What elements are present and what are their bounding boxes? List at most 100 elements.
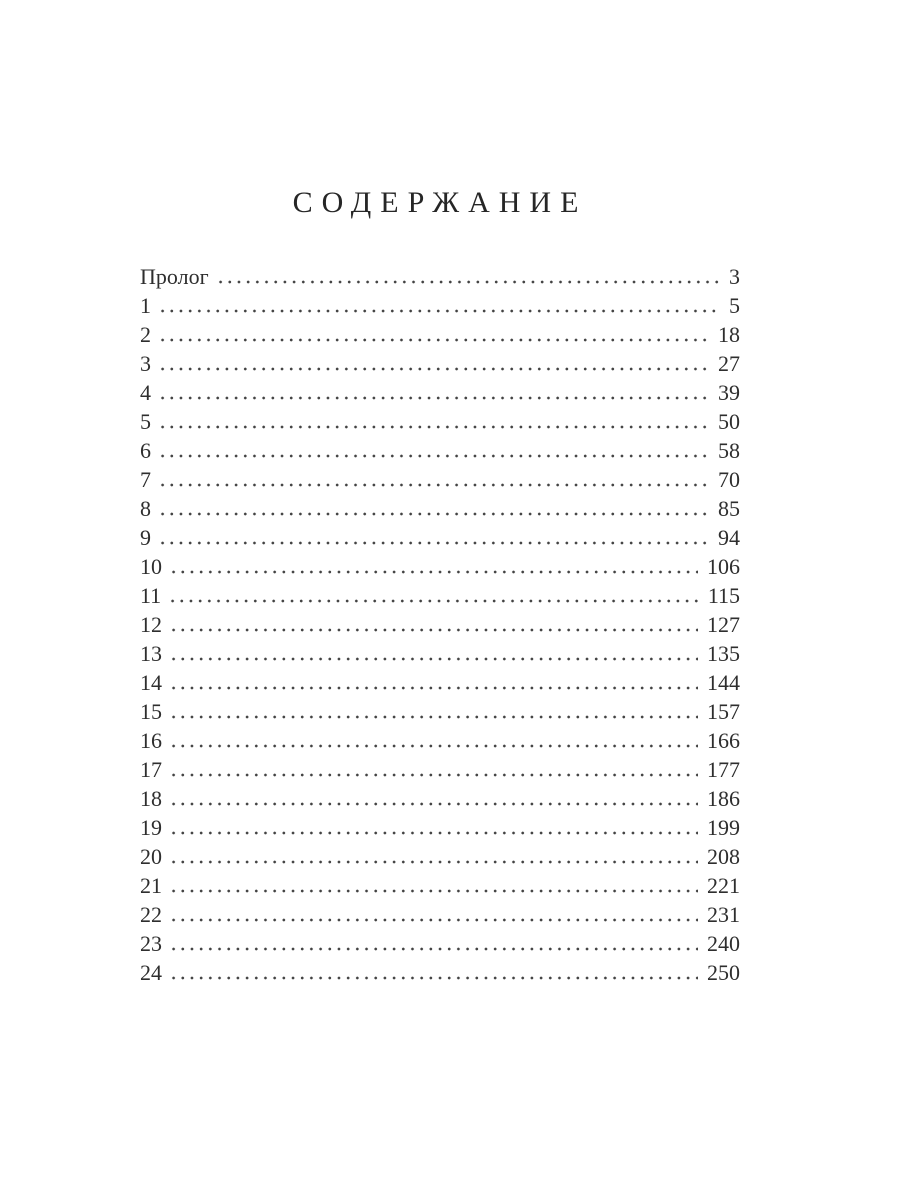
toc-page-number: 58 xyxy=(718,438,740,463)
toc-leader-dots xyxy=(169,773,698,777)
toc-entry-label: 11 xyxy=(140,583,162,608)
toc-entry-label: 4 xyxy=(140,380,151,405)
toc-row: 1 5 xyxy=(140,291,740,320)
toc-page-number: 144 xyxy=(707,670,740,695)
toc-leader-dots xyxy=(169,918,698,922)
toc-page-number: 157 xyxy=(707,699,740,724)
toc-entry-label: 24 xyxy=(140,960,162,985)
toc-page-number: 50 xyxy=(718,409,740,434)
toc-entry-label: 9 xyxy=(140,525,151,550)
toc-entry-label: 21 xyxy=(140,873,162,898)
toc-entry-label: 15 xyxy=(140,699,162,724)
toc-leader-dots xyxy=(169,889,698,893)
toc-leader-dots xyxy=(215,280,720,284)
toc-row: 22 231 xyxy=(140,900,740,929)
toc-entry-label: 8 xyxy=(140,496,151,521)
toc-row: 20 208 xyxy=(140,842,740,871)
toc-leader-dots xyxy=(169,831,698,835)
toc-leader-dots xyxy=(158,425,709,429)
toc-row: 15 157 xyxy=(140,697,740,726)
toc-row: 4 39 xyxy=(140,378,740,407)
toc-row: 24 250 xyxy=(140,958,740,987)
toc-entry-label: 12 xyxy=(140,612,162,637)
toc-row: Пролог 3 xyxy=(140,262,740,291)
toc-page-number: 127 xyxy=(707,612,740,637)
toc-leader-dots xyxy=(169,744,698,748)
toc-entry-label: 23 xyxy=(140,931,162,956)
toc-row: 6 58 xyxy=(140,436,740,465)
toc-page-number: 240 xyxy=(707,931,740,956)
toc-leader-dots xyxy=(158,541,709,545)
toc-row: 8 85 xyxy=(140,494,740,523)
toc-page-number: 199 xyxy=(707,815,740,840)
toc-page-number: 27 xyxy=(718,351,740,376)
toc-leader-dots xyxy=(169,715,698,719)
toc-entry-label: 10 xyxy=(140,554,162,579)
toc-row: 18 186 xyxy=(140,784,740,813)
toc-row: 12 127 xyxy=(140,610,740,639)
toc-page-number: 94 xyxy=(718,525,740,550)
toc-entry-label: 19 xyxy=(140,815,162,840)
toc-leader-dots xyxy=(158,483,709,487)
toc-entry-label: Пролог xyxy=(140,264,209,289)
toc-entry-label: 14 xyxy=(140,670,162,695)
toc-entry-label: 7 xyxy=(140,467,151,492)
toc-entry-label: 16 xyxy=(140,728,162,753)
page-title: СОДЕРЖАНИЕ xyxy=(292,186,588,219)
toc-leader-dots xyxy=(168,599,699,603)
toc-row: 11 115 xyxy=(140,581,740,610)
toc-leader-dots xyxy=(158,338,709,342)
toc-leader-dots xyxy=(169,686,698,690)
toc-row: 19 199 xyxy=(140,813,740,842)
toc-leader-dots xyxy=(158,512,709,516)
toc-leader-dots xyxy=(158,396,709,400)
toc-page-number: 135 xyxy=(707,641,740,666)
toc-leader-dots xyxy=(158,309,720,313)
toc-row: 14 144 xyxy=(140,668,740,697)
toc-entry-label: 1 xyxy=(140,293,151,318)
toc-row: 16 166 xyxy=(140,726,740,755)
toc-entry-label: 5 xyxy=(140,409,151,434)
toc-row: 2 18 xyxy=(140,320,740,349)
toc-entry-label: 3 xyxy=(140,351,151,376)
toc-leader-dots xyxy=(169,657,698,661)
toc-page-number: 85 xyxy=(718,496,740,521)
toc-page-number: 208 xyxy=(707,844,740,869)
toc-page-number: 5 xyxy=(729,293,740,318)
toc-row: 13 135 xyxy=(140,639,740,668)
toc-page-number: 18 xyxy=(718,322,740,347)
toc-leader-dots xyxy=(158,454,709,458)
toc-row: 23 240 xyxy=(140,929,740,958)
toc-row: 17 177 xyxy=(140,755,740,784)
toc-entry-label: 6 xyxy=(140,438,151,463)
toc-entry-label: 13 xyxy=(140,641,162,666)
toc-leader-dots xyxy=(169,860,698,864)
toc-entry-label: 18 xyxy=(140,786,162,811)
toc-row: 10 106 xyxy=(140,552,740,581)
toc-row: 9 94 xyxy=(140,523,740,552)
toc-page-number: 39 xyxy=(718,380,740,405)
toc-leader-dots xyxy=(169,802,698,806)
toc-entry-label: 17 xyxy=(140,757,162,782)
toc-page-number: 250 xyxy=(707,960,740,985)
toc-leader-dots xyxy=(169,570,698,574)
toc-list: Пролог 3 1 5 2 18 3 27 4 39 5 50 6 58 7 … xyxy=(140,262,740,987)
toc-page-number: 115 xyxy=(707,583,740,608)
toc-page-number: 70 xyxy=(718,467,740,492)
toc-leader-dots xyxy=(169,976,698,980)
book-contents-page: СОДЕРЖАНИЕ Пролог 3 1 5 2 18 3 27 4 39 5… xyxy=(140,0,740,987)
toc-page-number: 186 xyxy=(707,786,740,811)
toc-page-number: 177 xyxy=(707,757,740,782)
toc-leader-dots xyxy=(158,367,709,371)
toc-leader-dots xyxy=(169,947,698,951)
toc-page-number: 3 xyxy=(729,264,740,289)
toc-row: 3 27 xyxy=(140,349,740,378)
toc-entry-label: 2 xyxy=(140,322,151,347)
toc-page-number: 106 xyxy=(707,554,740,579)
toc-leader-dots xyxy=(169,628,698,632)
toc-entry-label: 20 xyxy=(140,844,162,869)
toc-page-number: 221 xyxy=(707,873,740,898)
toc-page-number: 166 xyxy=(707,728,740,753)
toc-page-number: 231 xyxy=(707,902,740,927)
toc-entry-label: 22 xyxy=(140,902,162,927)
